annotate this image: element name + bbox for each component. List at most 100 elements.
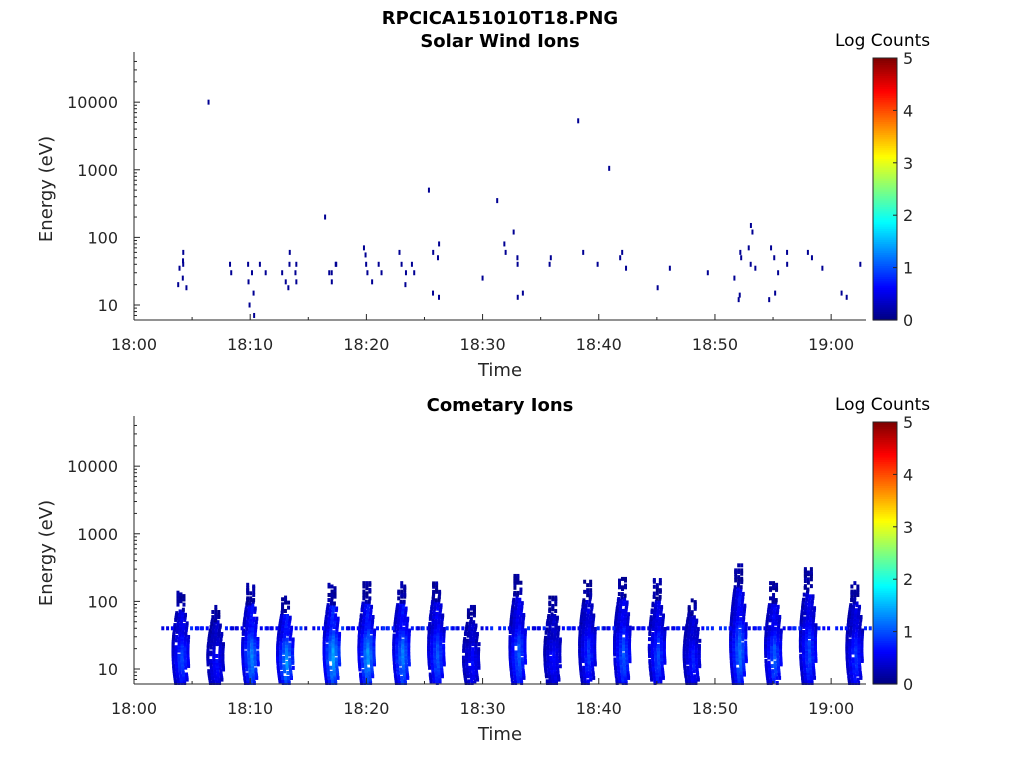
colorbar-swatch bbox=[873, 208, 897, 212]
data-cell bbox=[697, 643, 701, 648]
colorbar-swatch bbox=[873, 522, 897, 526]
data-cell bbox=[472, 670, 476, 675]
colorbar-swatch bbox=[873, 587, 897, 591]
data-cell bbox=[858, 604, 862, 609]
data-cell bbox=[766, 613, 770, 618]
data-cell bbox=[827, 626, 831, 631]
data-cell bbox=[631, 626, 635, 631]
data-cell bbox=[207, 99, 210, 105]
data-cell bbox=[252, 598, 256, 603]
data-cell bbox=[362, 245, 365, 251]
data-cell bbox=[217, 677, 221, 682]
data-cell bbox=[288, 261, 291, 267]
data-cell bbox=[258, 261, 261, 267]
data-cell bbox=[182, 261, 185, 267]
data-cell bbox=[436, 647, 440, 652]
data-cell bbox=[615, 605, 619, 610]
data-cell bbox=[402, 664, 406, 669]
data-cell bbox=[369, 655, 373, 660]
data-cell bbox=[802, 621, 806, 626]
y-tick-label: 10000 bbox=[67, 457, 118, 476]
data-cell bbox=[868, 626, 872, 631]
data-cell bbox=[616, 602, 620, 607]
data-cell bbox=[462, 648, 466, 653]
data-cell bbox=[249, 596, 253, 601]
data-cell bbox=[543, 657, 547, 662]
data-cell bbox=[848, 638, 852, 643]
data-cell bbox=[212, 623, 216, 628]
data-cell bbox=[732, 633, 736, 638]
data-cell bbox=[809, 577, 813, 582]
data-cell bbox=[324, 214, 327, 220]
data-cell bbox=[775, 582, 779, 587]
data-cell bbox=[860, 652, 864, 657]
data-cell bbox=[776, 640, 780, 645]
data-cell bbox=[814, 657, 818, 662]
data-cell bbox=[242, 628, 246, 633]
data-cell bbox=[545, 679, 549, 684]
colorbar-swatch bbox=[873, 609, 897, 613]
data-cell bbox=[218, 647, 222, 652]
colorbar-swatch bbox=[873, 437, 897, 441]
data-cell bbox=[210, 618, 214, 623]
data-cell bbox=[437, 620, 441, 625]
data-cell bbox=[284, 600, 288, 605]
data-cell bbox=[625, 637, 629, 642]
data-cell bbox=[380, 270, 383, 276]
data-cell bbox=[327, 621, 331, 626]
colorbar-swatch bbox=[873, 103, 897, 107]
data-cell bbox=[620, 615, 624, 620]
data-cell bbox=[656, 637, 660, 642]
data-cell bbox=[516, 573, 520, 578]
data-cell bbox=[362, 596, 366, 601]
data-cell bbox=[362, 677, 366, 682]
data-cell bbox=[589, 583, 593, 588]
data-cell bbox=[658, 594, 662, 599]
data-cell bbox=[806, 577, 810, 582]
colorbar-swatch bbox=[873, 265, 897, 269]
colorbar-swatch bbox=[873, 300, 897, 304]
data-cell bbox=[219, 637, 223, 642]
colorbar-swatch bbox=[873, 317, 897, 321]
data-cell bbox=[612, 626, 616, 631]
colorbar-swatch bbox=[873, 143, 897, 146]
data-cell bbox=[245, 620, 249, 625]
data-cell bbox=[172, 631, 176, 636]
data-cell bbox=[682, 626, 686, 631]
data-cell bbox=[196, 626, 200, 631]
data-cell bbox=[360, 633, 364, 638]
data-cell bbox=[287, 285, 290, 291]
colorbar-swatch bbox=[873, 189, 897, 192]
data-cell bbox=[430, 653, 434, 658]
colorbar-swatch bbox=[873, 616, 897, 620]
colorbar-swatch bbox=[873, 448, 897, 451]
data-cell bbox=[435, 611, 439, 616]
data-cell bbox=[642, 626, 646, 631]
data-cell bbox=[588, 665, 592, 670]
data-cell bbox=[737, 681, 741, 685]
data-cell bbox=[774, 290, 777, 296]
colorbar-swatch bbox=[873, 666, 897, 670]
data-cell bbox=[770, 603, 774, 608]
data-cell bbox=[811, 630, 815, 635]
data-cell bbox=[764, 653, 768, 658]
data-cell bbox=[577, 626, 581, 631]
colorbar-swatch bbox=[873, 446, 897, 449]
data-cell bbox=[404, 282, 407, 288]
data-cell bbox=[211, 610, 215, 615]
colorbar-swatch bbox=[873, 130, 897, 133]
data-cell bbox=[430, 605, 434, 610]
data-cell bbox=[216, 637, 220, 642]
data-cell bbox=[518, 597, 522, 602]
data-cell bbox=[519, 590, 523, 595]
data-cell bbox=[656, 650, 660, 655]
data-cell bbox=[241, 636, 245, 641]
data-cell bbox=[689, 664, 693, 669]
data-cell bbox=[803, 616, 807, 621]
data-cell bbox=[628, 625, 632, 630]
data-cell bbox=[773, 626, 777, 631]
data-cell bbox=[512, 229, 515, 235]
colorbar-swatch bbox=[873, 151, 897, 155]
colorbar-swatch bbox=[873, 542, 897, 545]
data-cell bbox=[733, 667, 737, 672]
